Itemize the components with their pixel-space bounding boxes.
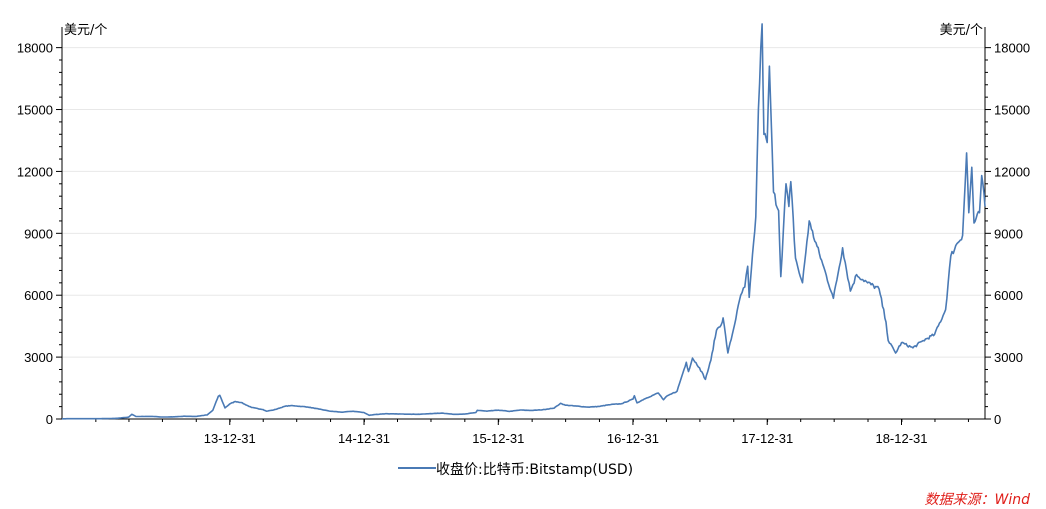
right-y-tick-label: 18000 bbox=[994, 41, 1030, 56]
axes bbox=[61, 27, 986, 420]
right-y-tick-label: 15000 bbox=[994, 103, 1030, 118]
x-tick-label: 17-12-31 bbox=[741, 431, 793, 446]
grid-lines bbox=[62, 47, 985, 358]
x-tick-label: 16-12-31 bbox=[607, 431, 659, 446]
legend[interactable]: 收盘价:比特币:Bitstamp(USD) bbox=[398, 461, 633, 478]
ticks: 0 0 3000 3000 6000 6000 9000 9000 12000 12000 1500… bbox=[17, 41, 1030, 446]
series-line bbox=[62, 23, 986, 420]
left-y-tick-label: 6000 bbox=[24, 288, 53, 303]
source-note: 数据来源：Wind bbox=[925, 492, 1031, 508]
right-y-unit: 美元/个 bbox=[940, 23, 983, 38]
left-y-unit: 美元/个 bbox=[64, 23, 107, 38]
x-tick-label: 14-12-31 bbox=[338, 431, 390, 446]
left-y-tick-label: 9000 bbox=[24, 226, 53, 241]
right-y-tick-label: 6000 bbox=[994, 288, 1023, 303]
minor-ticks bbox=[59, 59, 988, 422]
x-tick-label: 15-12-31 bbox=[472, 431, 524, 446]
x-tick-label: 18-12-31 bbox=[875, 431, 927, 446]
right-y-tick-label: 9000 bbox=[994, 226, 1023, 241]
series-layer bbox=[62, 23, 986, 420]
left-y-tick-label: 18000 bbox=[17, 41, 53, 56]
legend-label: 收盘价:比特币:Bitstamp(USD) bbox=[436, 461, 633, 478]
left-y-tick-label: 12000 bbox=[17, 164, 53, 179]
left-y-tick-label: 15000 bbox=[17, 103, 53, 118]
right-y-tick-label: 12000 bbox=[994, 164, 1030, 179]
left-y-tick-label: 0 bbox=[46, 412, 53, 427]
left-y-tick-label: 3000 bbox=[24, 350, 53, 365]
x-tick-label: 13-12-31 bbox=[204, 431, 256, 446]
right-y-tick-label: 0 bbox=[994, 412, 1001, 427]
right-y-tick-label: 3000 bbox=[994, 350, 1023, 365]
